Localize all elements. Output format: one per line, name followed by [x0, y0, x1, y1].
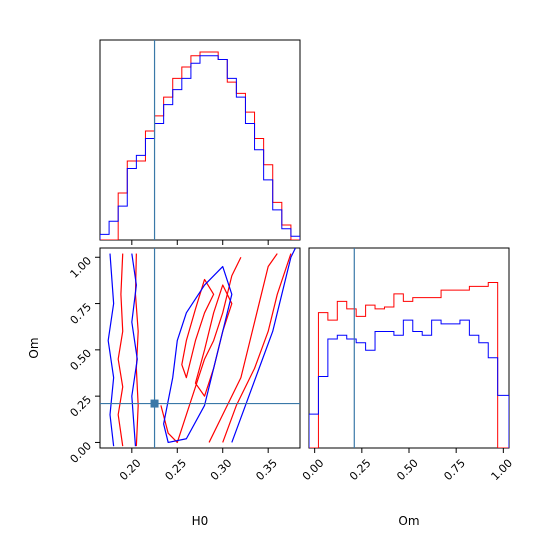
hist-om-series	[309, 248, 509, 448]
contour-line-8	[131, 253, 138, 447]
tick-label-h0: 0.20	[117, 457, 144, 484]
x-axis-label-h0: H0	[192, 514, 209, 528]
contour-line-7	[107, 253, 115, 447]
tick-label-om-y: 1.00	[68, 254, 95, 281]
contour-line-0	[117, 253, 124, 447]
hist-h0-series-1	[100, 55, 300, 240]
contour-series	[100, 248, 300, 448]
truth-point	[150, 399, 159, 408]
tick-label-om-x: 0.00	[300, 457, 327, 484]
hist-om-frame	[308, 247, 510, 449]
tick-label-om-x: 0.75	[441, 457, 468, 484]
tick-label-h0: 0.35	[253, 457, 280, 484]
tick-label-om-x: 0.25	[347, 457, 374, 484]
hist-h0-series-0	[100, 51, 300, 240]
hist-h0-frame	[99, 39, 301, 241]
tick-label-h0: 0.25	[163, 457, 190, 484]
hist-h0-series	[100, 40, 300, 240]
contour-line-5	[181, 278, 215, 379]
hist-om-series-0	[309, 282, 509, 448]
tick-label-om-x: 1.00	[489, 457, 516, 484]
contour-line-4	[222, 253, 292, 443]
contour-frame	[99, 247, 301, 449]
contour-line-10	[231, 248, 296, 443]
tick-label-om-y: 0.75	[68, 300, 95, 327]
contour-line-3	[208, 253, 278, 443]
y-axis-label-om: Om	[27, 337, 41, 358]
tick-label-om-y: 0.00	[68, 439, 95, 466]
tick-label-h0: 0.30	[208, 457, 235, 484]
tick-label-om-x: 0.50	[394, 457, 421, 484]
contour-line-9	[163, 265, 233, 444]
x-axis-label-om: Om	[398, 514, 419, 528]
tick-label-om-y: 0.50	[68, 347, 95, 374]
tick-label-om-y: 0.25	[68, 393, 95, 420]
hist-om-series-1	[309, 319, 509, 448]
